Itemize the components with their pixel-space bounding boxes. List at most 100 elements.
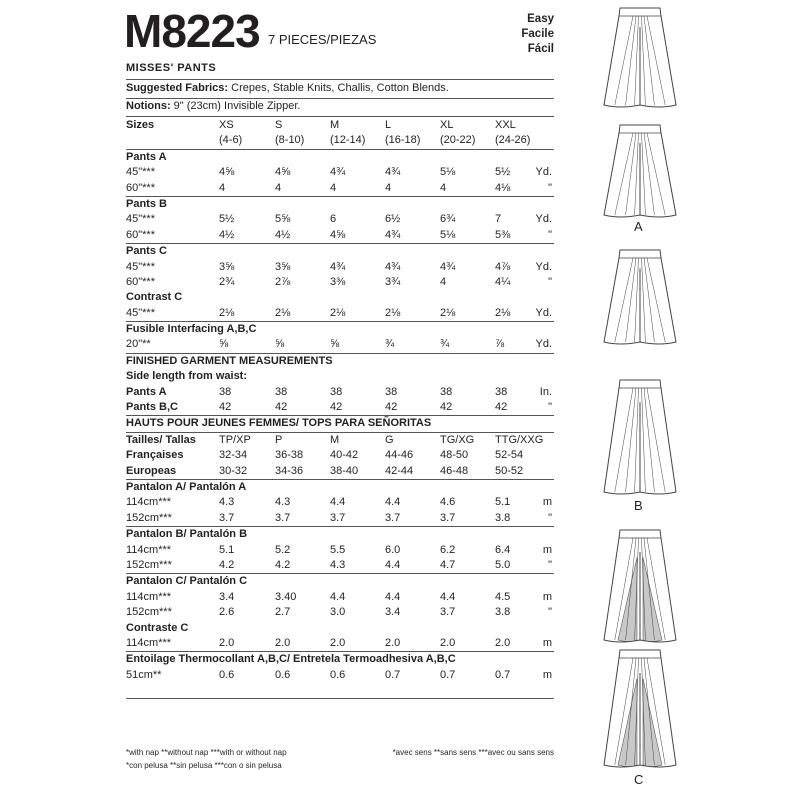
cell-value: 6½	[385, 213, 401, 226]
row-label: 45"***	[126, 213, 155, 226]
cell-value: 2⅛	[385, 306, 401, 319]
unit: m	[542, 496, 552, 509]
unit: "	[548, 181, 552, 194]
row-label: 114cm***	[126, 636, 172, 649]
cell-value: 38	[385, 385, 398, 398]
cell-value: 4	[330, 181, 337, 194]
level-fr: Facile	[521, 28, 554, 40]
cell-value: 2.6	[219, 606, 235, 619]
row-label: 114cm***	[126, 496, 172, 509]
table-row: 60"*** 4 4 4 4 4 4⅛ "	[126, 181, 554, 196]
cell-value: 0.6	[219, 668, 235, 681]
cell-value: 32-34	[219, 449, 248, 462]
cell-value: 0.6	[275, 668, 291, 681]
cell-value: 3.7	[385, 511, 401, 524]
footnote-en: *with nap **without nap ***with or witho…	[126, 748, 287, 757]
cell-value: 38	[440, 385, 453, 398]
cell-value: 38	[219, 385, 232, 398]
row-label: Pants B	[126, 197, 167, 210]
row-label: 45"***	[126, 260, 155, 273]
cell-value: XXL	[495, 119, 516, 131]
cell-value: 3⅜	[330, 275, 346, 288]
cell-value: 3.4	[219, 590, 235, 603]
divider	[126, 79, 554, 80]
unit: In.	[539, 385, 552, 398]
cell-value: 0.7	[440, 668, 456, 681]
table-row: Pants B	[126, 197, 554, 212]
table-row: Entoilage Thermocollant A,B,C/ Entretela…	[126, 652, 554, 667]
cell-value: 4¾	[440, 260, 456, 273]
notions-text: 9" (23cm) Invisible Zipper.	[170, 100, 301, 112]
cell-value: ¾	[440, 338, 450, 351]
cell-value: 42	[385, 401, 398, 414]
cell-value: 4.7	[440, 558, 456, 571]
row-label: FINISHED GARMENT MEASUREMENTS	[126, 354, 333, 367]
table-row: FINISHED GARMENT MEASUREMENTS	[126, 354, 554, 369]
cell-value: 2.0	[440, 636, 456, 649]
cell-value: 4.4	[440, 590, 456, 603]
cell-value: 0.7	[495, 668, 511, 681]
table-row: 114cm*** 3.4 3.40 4.4 4.4 4.4 4.5 m	[126, 590, 554, 605]
cell-value: 30-32	[219, 464, 248, 477]
table-row: 45"*** 4⅝ 4⅝ 4¾ 4¾ 5⅛ 5½ Yd.	[126, 165, 554, 180]
cell-value: 5.2	[275, 543, 291, 556]
cell-value: P	[275, 433, 283, 446]
cell-value: 5⅜	[495, 228, 511, 241]
cell-value: ⅝	[275, 338, 285, 351]
cell-value: 52-54	[495, 449, 524, 462]
pattern-illustrations	[603, 7, 677, 768]
cell-value: (4-6)	[219, 134, 243, 147]
table-row: Pantalon C/ Pantalón C	[126, 574, 554, 589]
cell-value: 3.8	[495, 606, 511, 619]
table-row: 60"*** 2¾ 2⅞ 3⅜ 3¾ 4 4¼ "	[126, 275, 554, 290]
cell-value: S	[275, 119, 283, 131]
footnote-fr: *avec sens **sans sens ***avec ou sans s…	[392, 748, 554, 757]
cell-value: 4¾	[330, 260, 346, 273]
cell-value: 4.4	[385, 590, 401, 603]
row-label: 60"***	[126, 228, 155, 241]
divider	[126, 98, 554, 99]
cell-value: 4⅝	[219, 166, 235, 179]
table-section: Pantalon A/ Pantalón A 114cm*** 4.3 4.3 4.4 4…	[126, 480, 554, 528]
row-label: 51cm**	[126, 668, 162, 681]
cell-value: 4.4	[385, 558, 401, 571]
cell-value: 4.2	[219, 558, 235, 571]
cell-value: 4¾	[385, 166, 401, 179]
suggested-fabrics: Suggested Fabrics: Crepes, Stable Knits,…	[126, 82, 449, 94]
cell-value: 3⅝	[275, 260, 291, 273]
cell-value: 2⅛	[495, 306, 511, 319]
view-label-a: A	[634, 219, 643, 234]
table-row: Contrast C	[126, 290, 554, 305]
fabrics-label: Suggested Fabrics:	[126, 82, 229, 94]
cell-value: 3.7	[440, 606, 456, 619]
cell-value: (8-10)	[275, 134, 305, 147]
row-label: 152cm***	[126, 558, 172, 571]
table-row: 152cm*** 4.2 4.2 4.3 4.4 4.7 5.0 "	[126, 558, 554, 573]
unit: Yd.	[535, 213, 552, 226]
table-row: Françaises 32-34 36-38 40-42 44-46 48-50 52-54	[126, 448, 554, 463]
cell-value: 5.5	[330, 543, 346, 556]
cell-value: 5.1	[495, 496, 511, 509]
cell-value: 3.7	[219, 511, 235, 524]
cell-value: 5.0	[495, 558, 511, 571]
row-label: 152cm***	[126, 606, 172, 619]
row-label: 152cm***	[126, 511, 172, 524]
row-label: Contrast C	[126, 291, 183, 304]
cell-value: 2.0	[495, 636, 511, 649]
cell-value: 4	[275, 181, 282, 194]
cell-value: 2⅞	[275, 275, 291, 288]
table-row: 152cm*** 3.7 3.7 3.7 3.7 3.7 3.8 "	[126, 511, 554, 526]
view-label-b: B	[634, 498, 643, 513]
cell-value: XS	[219, 119, 234, 131]
row-label: Pants A	[126, 150, 167, 163]
cell-value: 3.7	[275, 511, 291, 524]
unit: Yd.	[535, 260, 552, 273]
pants-illustration	[603, 529, 677, 643]
row-label: 20"**	[126, 338, 151, 351]
notions-label: Notions:	[126, 100, 171, 112]
divider	[126, 116, 554, 117]
cell-value: 4.2	[275, 558, 291, 571]
row-label: Fusible Interfacing A,B,C	[126, 323, 257, 336]
unit: "	[548, 511, 552, 524]
table-row: 20"** ⅝ ⅝ ⅝ ¾ ¾ ⅞ Yd.	[126, 337, 554, 352]
